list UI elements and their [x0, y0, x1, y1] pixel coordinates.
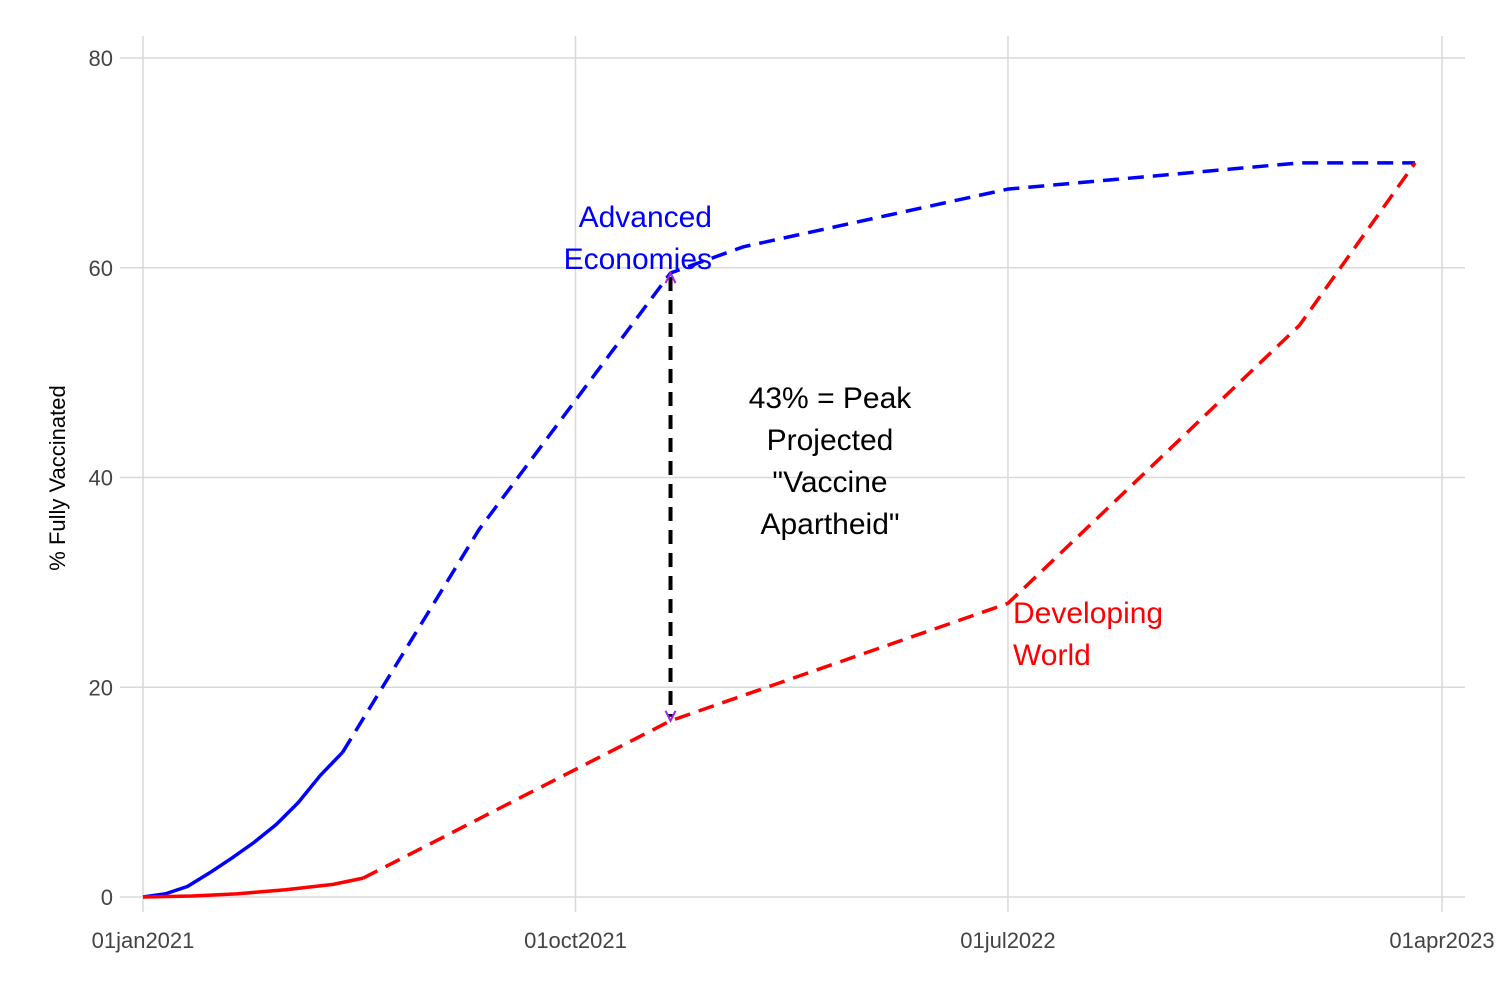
y-gridlines	[120, 57, 1465, 898]
y-tick-label: 0	[101, 885, 113, 910]
annotations: Advanced Economies Developing World 43% = Pe…	[564, 201, 1164, 672]
developing-world-label: Developing World	[1013, 597, 1163, 672]
series-lines	[142, 161, 1417, 899]
y-axis-title: % Fully Vaccinated	[45, 385, 70, 570]
x-tick-label: 01apr2023	[1389, 928, 1494, 953]
vaccine-apartheid-label: 43% = Peak Projected "Vaccine Apartheid"	[749, 382, 913, 541]
x-tick-label: 01jul2022	[960, 928, 1055, 953]
y-tick-labels: 0 20 40 60 80	[89, 46, 113, 910]
gap-marker	[664, 270, 677, 724]
x-gridlines	[142, 36, 1443, 912]
series-line-advanced-projected	[341, 161, 1416, 754]
x-tick-label: 01jan2021	[92, 928, 195, 953]
series-line-advanced-actual	[142, 751, 344, 899]
gap-arrow-head-top	[664, 270, 677, 284]
x-tick-label: 01oct2021	[524, 928, 627, 953]
series-line-developing-projected	[362, 161, 1417, 880]
advanced-economies-label: Advanced Economies	[564, 201, 712, 276]
series-line-developing-actual	[142, 876, 364, 899]
gap-arrow-head-bottom	[664, 710, 677, 724]
y-tick-label: 80	[89, 46, 113, 71]
x-tick-labels: 01jan2021 01oct2021 01jul2022 01apr2023	[92, 928, 1495, 953]
y-tick-label: 60	[89, 256, 113, 281]
y-tick-label: 20	[89, 675, 113, 700]
y-tick-label: 40	[89, 466, 113, 491]
